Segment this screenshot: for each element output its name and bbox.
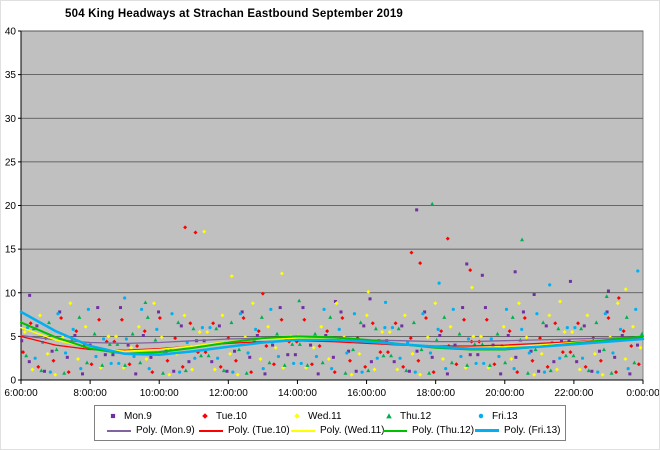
- gridlines: [21, 30, 643, 337]
- x-tick-label: 12:00:00: [209, 388, 248, 399]
- y-tick-label: 30: [5, 114, 17, 125]
- poly-wed-11-line-icon: [291, 429, 315, 432]
- y-tick-label: 5: [10, 332, 16, 343]
- y-tick-label: 15: [5, 245, 17, 256]
- legend-label: Poly. (Wed.11): [320, 425, 385, 436]
- y-tick-label: 10: [5, 288, 17, 299]
- x-tick-label: 0:00:00: [626, 388, 660, 399]
- legend-item-fri-13: Fri.13: [475, 410, 553, 422]
- x-tick-label: 10:00:00: [140, 388, 179, 399]
- legend-label: Mon.9: [124, 410, 152, 422]
- fri-13-marker-icon: [478, 413, 484, 419]
- legend-label: Poly. (Thu.12): [412, 425, 475, 436]
- y-tick-label: 40: [5, 27, 17, 38]
- legend-item-poly-thu-12: Poly. (Thu.12): [383, 425, 474, 436]
- legend-label: Thu.12: [400, 410, 432, 422]
- poly-mon-9-line-icon: [107, 429, 131, 432]
- plot-area: 0 5 10 15 20 25 30 35 40 6:00:00 8:00:00 10:00:00 12…: [4, 27, 660, 399]
- legend: Mon.9 Tue.10 Wed.11 Thu.12 Fri.13 Poly. (Mon.…: [94, 405, 566, 441]
- legend-label: Fri.13: [492, 410, 518, 422]
- legend-item-poly-tue-10: Poly. (Tue.10): [199, 425, 290, 436]
- x-tick-label: 6:00:00: [4, 388, 38, 399]
- x-tick-label: 22:00:00: [554, 388, 593, 399]
- trendline-poly-tue-10: [20, 335, 644, 351]
- wed-11-marker-icon: [294, 413, 300, 419]
- y-tick-label: 25: [5, 157, 17, 168]
- chart-title: 504 King Headways at Strachan Eastbound …: [65, 8, 404, 20]
- legend-item-poly-mon-9: Poly. (Mon.9): [107, 425, 195, 436]
- poly-tue-10-line-icon: [199, 429, 223, 432]
- y-tick-label: 20: [5, 201, 17, 212]
- legend-label: Wed.11: [308, 410, 342, 422]
- poly-fri-13-line-icon: [475, 429, 499, 432]
- series-wed-11: [22, 229, 643, 377]
- legend-label: Poly. (Fri.13): [504, 425, 561, 436]
- legend-item-poly-fri-13: Poly. (Fri.13): [475, 425, 561, 436]
- y-tick-label: 0: [10, 376, 16, 387]
- x-tick-label: 14:00:00: [278, 388, 317, 399]
- trendline-poly-fri-13: [19, 310, 645, 356]
- legend-item-wed-11: Wed.11: [291, 410, 369, 422]
- y-tick-label: 35: [5, 70, 17, 81]
- series-mon-9: [20, 208, 639, 376]
- mon-9-marker-icon: [110, 413, 116, 419]
- legend-item-tue-10: Tue.10: [199, 410, 277, 422]
- legend-label: Poly. (Tue.10): [228, 425, 290, 436]
- legend-label: Poly. (Mon.9): [136, 425, 195, 436]
- legend-item-poly-wed-11: Poly. (Wed.11): [291, 425, 384, 436]
- thu-12-marker-icon: [386, 413, 392, 419]
- legend-label: Tue.10: [216, 410, 247, 422]
- x-tick-label: 20:00:00: [485, 388, 524, 399]
- y-axis: 0 5 10 15 20 25 30 35 40: [5, 27, 22, 387]
- x-axis: 6:00:00 8:00:00 10:00:00 12:00:00 14:00:00 16…: [4, 379, 660, 399]
- x-tick-label: 8:00:00: [73, 388, 107, 399]
- x-tick-label: 16:00:00: [347, 388, 386, 399]
- tue-10-marker-icon: [202, 413, 208, 419]
- poly-thu-12-line-icon: [383, 429, 407, 432]
- x-tick-label: 18:00:00: [416, 388, 455, 399]
- legend-item-thu-12: Thu.12: [383, 410, 461, 422]
- legend-item-mon-9: Mon.9: [107, 410, 185, 422]
